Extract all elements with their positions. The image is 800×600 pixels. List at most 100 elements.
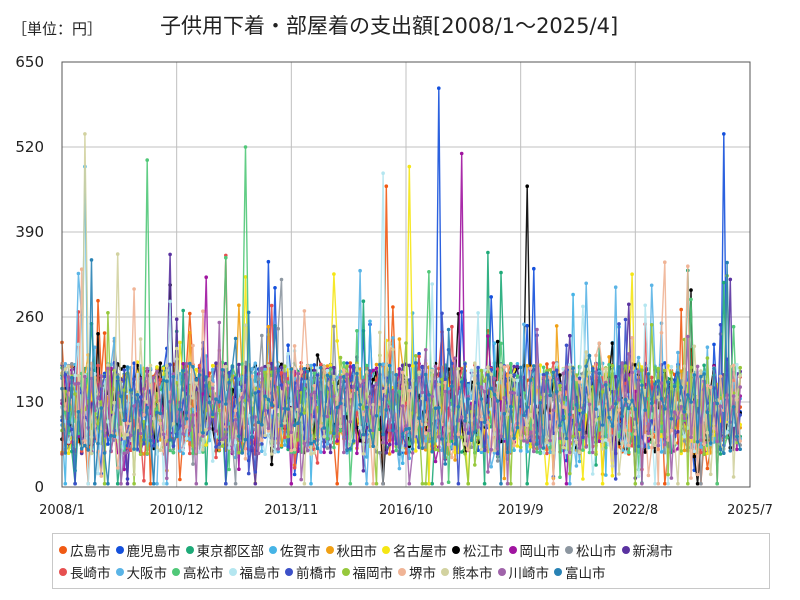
data-point (656, 395, 661, 400)
data-point (73, 373, 77, 378)
data-point (102, 481, 107, 486)
data-point (558, 423, 562, 428)
data-point (584, 364, 588, 369)
series-lines (60, 86, 742, 486)
data-point (554, 428, 559, 432)
data-point (161, 366, 166, 371)
data-point (702, 363, 706, 368)
data-point (476, 381, 480, 386)
data-point (682, 364, 687, 369)
data-point (469, 438, 474, 443)
data-point (705, 383, 710, 388)
data-point (577, 446, 582, 450)
data-point (646, 372, 651, 376)
data-point (646, 431, 651, 436)
data-point (581, 477, 585, 481)
data-point (551, 481, 556, 486)
data-point (640, 368, 644, 373)
data-point (551, 408, 556, 413)
data-point (391, 347, 395, 352)
data-point (237, 467, 241, 472)
legend-item: 前橋市 (285, 562, 337, 582)
data-point (279, 443, 284, 448)
data-point (276, 369, 281, 373)
data-point (174, 346, 179, 351)
data-point (312, 451, 317, 455)
data-point (387, 428, 392, 433)
data-point (607, 355, 611, 359)
data-point (328, 367, 333, 371)
data-point (430, 394, 435, 399)
data-point (283, 372, 287, 376)
data-point (73, 382, 77, 386)
data-point (433, 364, 438, 369)
data-point (263, 394, 267, 399)
data-point (515, 444, 520, 448)
data-point (735, 447, 739, 452)
data-point (312, 439, 317, 444)
data-point (276, 449, 281, 454)
data-point (292, 447, 297, 452)
data-point (106, 363, 110, 368)
data-point (371, 444, 376, 449)
data-point (554, 362, 559, 367)
data-point (224, 481, 228, 486)
data-point (682, 448, 687, 453)
data-point (479, 397, 484, 401)
data-point (312, 363, 317, 367)
data-point (322, 444, 326, 449)
data-point (718, 447, 723, 451)
data-point (129, 448, 133, 453)
legend-label: 松山市 (576, 544, 617, 560)
data-point (463, 418, 467, 423)
legend-item: 鹿児島市 (115, 540, 181, 560)
data-point (338, 355, 343, 360)
data-point (656, 366, 661, 371)
data-point (581, 435, 585, 440)
data-point (459, 310, 464, 314)
data-point (725, 357, 729, 362)
data-point (564, 365, 569, 369)
data-point (620, 361, 624, 365)
data-point (106, 366, 110, 371)
data-point (355, 411, 359, 415)
data-point (414, 449, 418, 453)
data-point (699, 445, 703, 449)
data-point (224, 364, 228, 369)
x-tick-label: 2008/1 (39, 503, 85, 518)
data-point (319, 366, 323, 370)
data-point (243, 456, 248, 461)
data-point (450, 324, 454, 329)
x-tick-label: 2013/11 (264, 503, 318, 518)
data-point (617, 398, 621, 402)
data-point (361, 378, 366, 383)
data-point (224, 435, 228, 440)
data-point (512, 373, 516, 377)
data-point (119, 394, 123, 399)
data-point (188, 311, 192, 316)
data-point (342, 450, 346, 455)
data-point (486, 420, 490, 425)
data-point (656, 379, 661, 383)
data-point (233, 481, 238, 486)
data-point (155, 410, 159, 415)
data-point (387, 341, 392, 345)
data-point (220, 437, 225, 442)
data-point (437, 86, 441, 90)
data-point (319, 437, 323, 441)
data-point (417, 416, 421, 421)
data-point (423, 481, 428, 486)
data-point (240, 362, 244, 366)
data-point (666, 472, 670, 477)
data-point (738, 385, 742, 389)
data-point (597, 371, 602, 376)
data-point (676, 416, 680, 420)
data-point (525, 184, 529, 188)
chart-svg: 0 130 260 390 520 650 2008/1 2010/12 2013/11 201… (15, 53, 773, 518)
data-point (256, 420, 261, 425)
legend-item: 福岡市 (341, 562, 393, 582)
data-point (459, 366, 464, 371)
data-point (70, 375, 74, 380)
data-point (459, 415, 464, 419)
data-point (197, 363, 202, 368)
